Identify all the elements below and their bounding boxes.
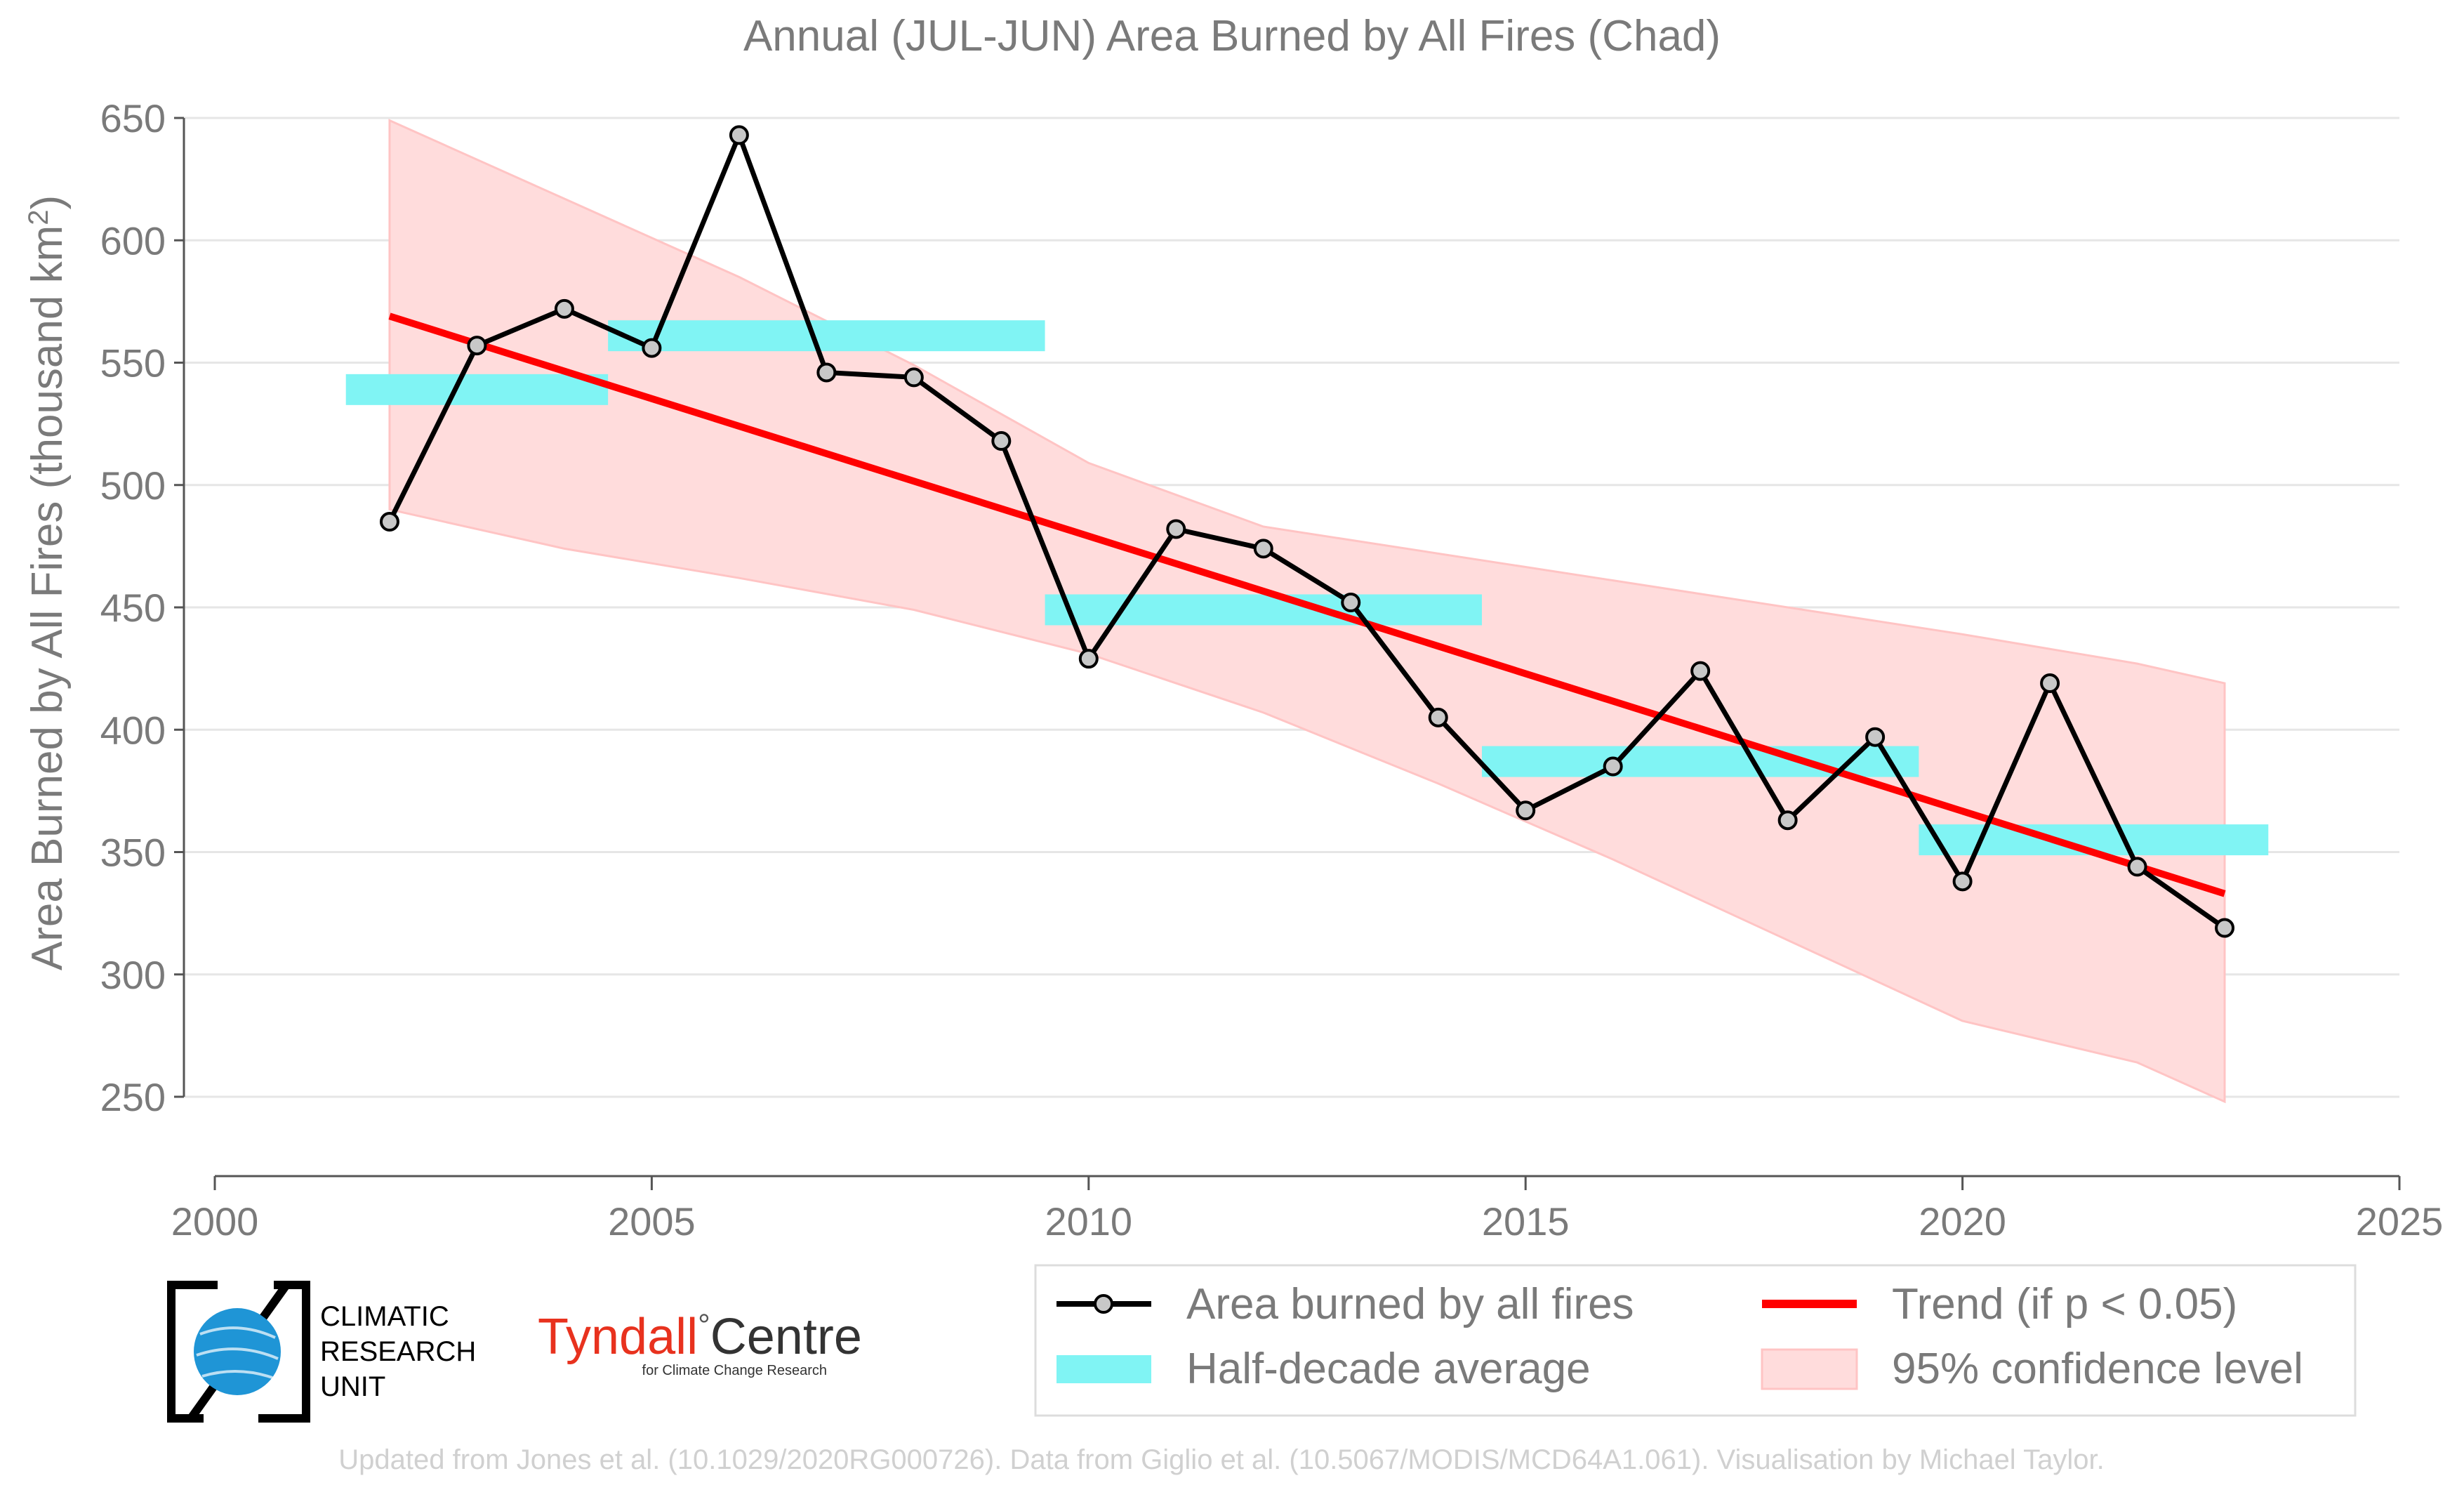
x-tick-label: 2010 bbox=[1045, 1199, 1133, 1244]
data-point bbox=[2127, 857, 2147, 877]
half-decade-bar bbox=[608, 320, 1045, 352]
data-point bbox=[2040, 673, 2060, 694]
x-tick-label: 2025 bbox=[2356, 1199, 2444, 1244]
legend-label-area-burned: Area burned by all fires bbox=[1186, 1280, 1634, 1328]
tyndall-logo-name: Tyndall bbox=[538, 1309, 698, 1365]
tyndall-logo-centre: Centre bbox=[710, 1309, 862, 1365]
y-tick-label: 350 bbox=[100, 831, 166, 875]
y-tick-label: 450 bbox=[100, 586, 166, 630]
y-axis-label-superscript: 2 bbox=[23, 210, 54, 225]
cru-logo-line-2: RESEARCH bbox=[320, 1336, 476, 1367]
y-axis-label: Area Burned by All Fires (thousand km2) bbox=[23, 195, 72, 970]
half-decade-bar bbox=[1481, 746, 1919, 777]
data-point bbox=[816, 362, 837, 383]
footer-credit: Updated from Jones et al. (10.1029/2020R… bbox=[338, 1444, 2104, 1475]
half-decade-bars bbox=[345, 320, 2269, 856]
x-tick-label: 2000 bbox=[171, 1199, 259, 1244]
cru-logo-globe-lines-icon bbox=[196, 1326, 279, 1379]
data-point bbox=[729, 125, 749, 145]
trend-line bbox=[388, 312, 2226, 897]
cru-logo-frame-icon bbox=[167, 1281, 310, 1423]
axes: 2000 2005 2010 2015 2020 2025 250 300 350 400 450 5… bbox=[100, 96, 2444, 1244]
series-group bbox=[379, 125, 2235, 938]
legend-frame bbox=[1034, 1264, 2357, 1417]
x-tick-label: 2005 bbox=[608, 1199, 696, 1244]
data-point bbox=[1341, 593, 1361, 613]
x-tick-label: 2020 bbox=[1919, 1199, 2006, 1244]
data-point bbox=[1516, 800, 1536, 821]
tyndall-logo-subtitle: for Climate Change Research bbox=[642, 1363, 827, 1378]
y-tick-label: 550 bbox=[100, 341, 166, 385]
y-tick-label: 650 bbox=[100, 96, 166, 140]
y-axis-label-main: Area Burned by All Fires (thousand km bbox=[23, 225, 72, 970]
half-decade-bar bbox=[1045, 594, 1482, 626]
data-point bbox=[1253, 539, 1273, 559]
data-point bbox=[1166, 519, 1186, 539]
data-point bbox=[1690, 661, 1711, 681]
tyndall-logo: Tyndall°Centre for Climate Change Resear… bbox=[538, 1308, 862, 1378]
data-point bbox=[1428, 707, 1448, 727]
y-tick-label: 250 bbox=[100, 1075, 166, 1119]
legend-swatch-half-decade bbox=[1057, 1355, 1151, 1383]
cru-logo-line-3: UNIT bbox=[320, 1371, 385, 1402]
trend-line-group bbox=[388, 312, 2226, 897]
cru-logo-line-1: CLIMATIC bbox=[320, 1301, 449, 1332]
y-tick-label: 400 bbox=[100, 708, 166, 752]
data-point bbox=[1603, 756, 1623, 777]
legend-marker-area-burned bbox=[1094, 1294, 1113, 1314]
cru-logo: CLIMATIC RESEARCH UNIT bbox=[167, 1281, 476, 1423]
legend-item-confidence: 95% confidence level bbox=[1761, 1345, 2303, 1393]
y-axis-label-end: ) bbox=[23, 195, 72, 210]
data-point bbox=[1777, 810, 1798, 831]
legend-item-area-burned: Area burned by all fires bbox=[1057, 1280, 1634, 1328]
legend-label-half-decade: Half-decade average bbox=[1186, 1345, 1591, 1393]
data-point bbox=[1952, 871, 1973, 892]
y-tick-label: 300 bbox=[100, 953, 166, 997]
tyndall-logo-wordmark: Tyndall°Centre bbox=[538, 1308, 862, 1365]
series-line-area-burned bbox=[387, 132, 2227, 930]
half-decade-bar bbox=[345, 374, 609, 405]
data-point bbox=[991, 431, 1012, 451]
data-point bbox=[554, 298, 574, 319]
legend-label-trend: Trend (if p < 0.05) bbox=[1892, 1280, 2237, 1328]
data-point bbox=[467, 336, 487, 356]
y-tick-label: 500 bbox=[100, 463, 166, 508]
data-point bbox=[642, 338, 662, 358]
legend-label-confidence: 95% confidence level bbox=[1892, 1345, 2303, 1393]
legend-swatch-confidence bbox=[1761, 1348, 1858, 1390]
tyndall-logo-degree: ° bbox=[698, 1308, 710, 1343]
chart-title: Annual (JUL-JUN) Area Burned by All Fire… bbox=[743, 12, 1721, 60]
data-point bbox=[379, 512, 399, 532]
data-point bbox=[2215, 918, 2235, 938]
data-point bbox=[1078, 649, 1099, 669]
legend-item-trend: Trend (if p < 0.05) bbox=[1762, 1280, 2237, 1328]
x-tick-label: 2015 bbox=[1482, 1199, 1570, 1244]
data-point bbox=[1865, 727, 1886, 747]
legend-item-half-decade: Half-decade average bbox=[1057, 1345, 1591, 1393]
legend: Area burned by all fires Trend (if p < 0… bbox=[1034, 1264, 2357, 1417]
data-point bbox=[903, 367, 924, 388]
y-tick-label: 600 bbox=[100, 218, 166, 263]
